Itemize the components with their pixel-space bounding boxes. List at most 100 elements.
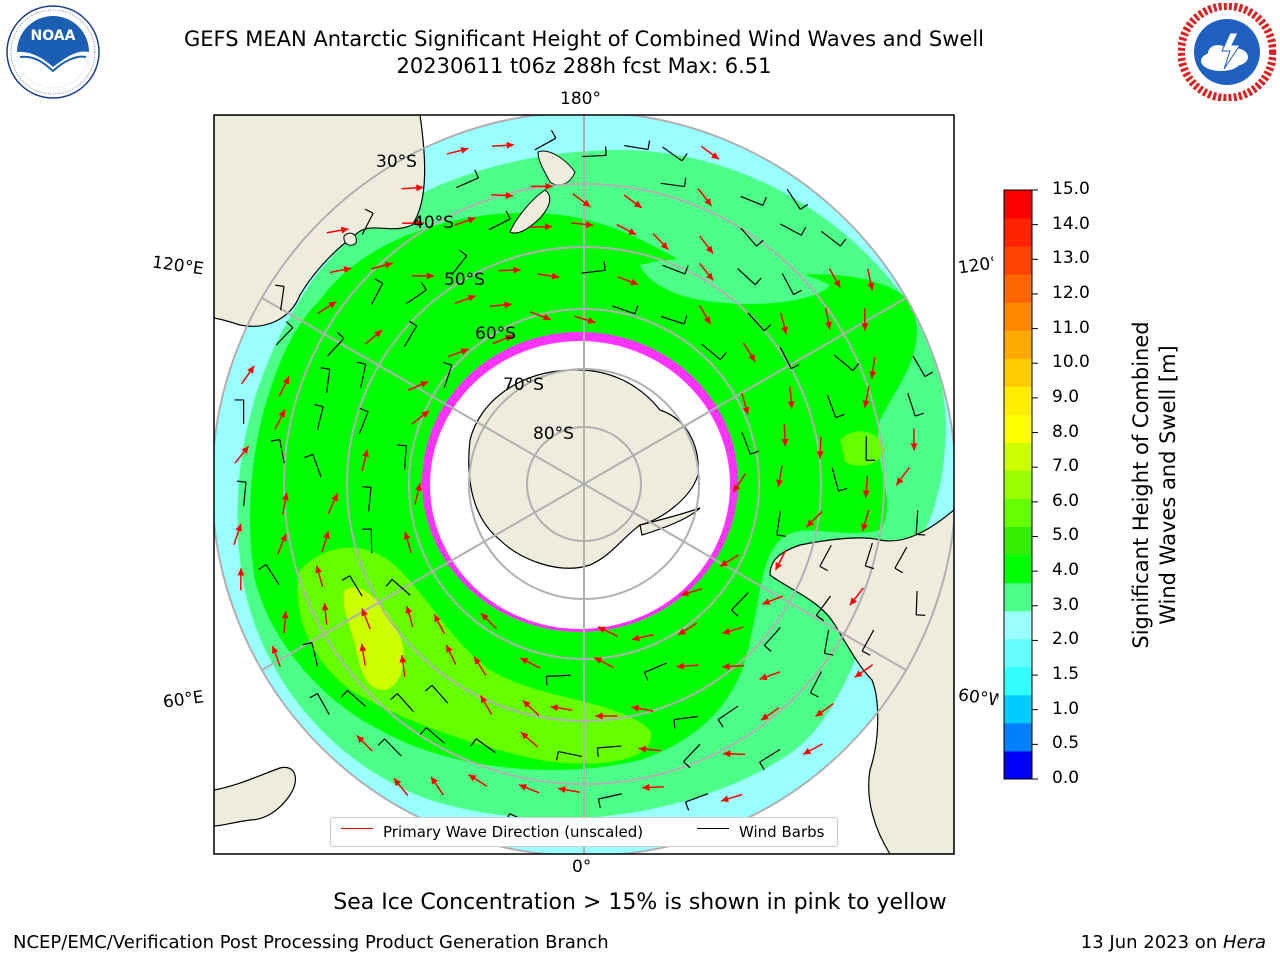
lat-label-30s: 30°S <box>376 152 417 172</box>
wave-arrowhead <box>721 795 729 803</box>
wave-arrowhead <box>505 192 514 199</box>
colorbar-tick-label: 3.0 <box>1052 594 1080 615</box>
wave-arrowhead <box>271 645 279 654</box>
australia-land <box>214 115 426 327</box>
wave-arrowhead <box>362 449 369 458</box>
wind-barb <box>403 325 418 347</box>
colorbar-tick-label: 7.0 <box>1052 456 1080 477</box>
wave-arrowhead <box>282 376 290 385</box>
wave-arrowhead <box>869 371 877 379</box>
antarctic-peninsula <box>639 507 701 536</box>
wave-arrowhead <box>910 443 918 451</box>
wave-arrowhead <box>638 745 647 753</box>
wind-barb <box>396 693 414 712</box>
wind-barb <box>624 145 649 151</box>
wind-barb <box>915 590 918 615</box>
colorbar-segment <box>1004 694 1032 724</box>
wind-barb-flag <box>852 363 860 372</box>
wind-barb <box>403 445 407 470</box>
wind-barb <box>907 393 916 417</box>
wind-barb-flag <box>759 761 765 771</box>
wave-arrowhead <box>430 776 438 785</box>
colorbar-segment <box>1004 414 1032 443</box>
wave-arrowhead <box>550 704 559 712</box>
colorbar-tick-label: 15.0 <box>1052 179 1090 199</box>
footer-date: 13 Jun 2023 on Hera <box>1081 932 1266 953</box>
colorbar-segment <box>1004 442 1032 471</box>
wind-barb-flag <box>800 227 807 236</box>
wind-barb-flag <box>258 564 267 571</box>
wind-barb <box>861 629 875 652</box>
wave-arrowhead <box>278 409 285 418</box>
wind-barb-flag <box>634 305 639 315</box>
wind-barb <box>312 454 322 478</box>
wave-arrowhead <box>676 662 684 670</box>
chart-subtitle: 20230611 t06z 288h fcst Max: 6.51 <box>396 54 772 78</box>
wind-barb-flag <box>304 453 313 459</box>
wind-barb <box>406 289 427 304</box>
wind-barb <box>673 715 698 721</box>
wind-barb <box>582 154 607 158</box>
wave-arrowhead <box>280 533 287 542</box>
wind-barb <box>685 793 709 803</box>
wave-arrowhead <box>678 628 687 636</box>
wave-arrowhead <box>776 479 783 488</box>
wind-barb-flag <box>408 320 418 327</box>
colorbar-tick-label: 14.0 <box>1052 213 1090 234</box>
wind-barb-flag <box>420 282 427 291</box>
wave-arrowhead <box>803 747 812 755</box>
wind-barb-flag <box>719 352 727 360</box>
wave-arrowhead <box>393 778 402 787</box>
wind-barb <box>737 268 756 286</box>
colorbar-tick-label: 2.0 <box>1052 629 1080 650</box>
colorbar <box>1003 189 1038 780</box>
wind-barb-flag <box>337 331 345 339</box>
colorbar-tick-label: 1.0 <box>1052 698 1080 719</box>
new-zealand-south <box>509 189 551 234</box>
wave-arrowhead <box>631 704 640 712</box>
wind-barb <box>431 684 449 704</box>
wind-barb <box>731 592 749 611</box>
wind-barb-flag <box>793 289 802 296</box>
colorbar-tick-label: 8.0 <box>1052 421 1080 442</box>
wind-barb <box>534 137 557 151</box>
wind-barb-flag <box>683 761 691 769</box>
wind-barb-flag <box>861 650 871 656</box>
wave-arrowhead <box>247 365 255 374</box>
lon-label-180: 180° <box>560 89 601 109</box>
colorbar-segment <box>1004 190 1032 219</box>
wind-barb <box>346 689 366 707</box>
wind-barb-flag <box>835 413 845 419</box>
lat-label-60s: 60°S <box>475 324 516 344</box>
wind-barb <box>661 315 685 325</box>
wind-barb-flag <box>419 727 427 735</box>
wind-barb <box>280 286 285 311</box>
wind-barb-flag <box>309 693 318 699</box>
wave-arrowhead <box>703 316 711 325</box>
wave-arrowhead <box>504 334 513 342</box>
wind-barb-flag <box>397 444 407 447</box>
wind-barb-flag <box>865 565 875 570</box>
wave-arrowhead <box>421 410 430 418</box>
wind-barb <box>384 738 402 757</box>
wave-arrowhead <box>854 670 863 678</box>
wind-barb <box>598 793 622 800</box>
wind-barb-flag <box>750 450 759 455</box>
wave-arrowhead <box>597 626 606 634</box>
wind-barbs <box>234 130 934 834</box>
wave-arrowhead <box>241 446 249 454</box>
colorbar-segment <box>1004 722 1032 752</box>
wave-arrowhead <box>587 317 596 324</box>
wind-barb-flag <box>314 403 324 408</box>
wind-barb-flag <box>597 798 601 808</box>
wind-barb-flag <box>270 438 280 442</box>
wind-barb-flag <box>683 177 687 187</box>
wave-arrowhead <box>585 221 594 228</box>
wind-barb-flag <box>555 751 559 761</box>
wind-barb-flag <box>684 801 690 811</box>
wind-barb-flag <box>684 265 689 275</box>
wave-arrowhead <box>322 531 330 540</box>
wave-arrowhead <box>340 226 349 234</box>
wind-barb <box>740 195 764 206</box>
wind-barb <box>279 439 285 464</box>
